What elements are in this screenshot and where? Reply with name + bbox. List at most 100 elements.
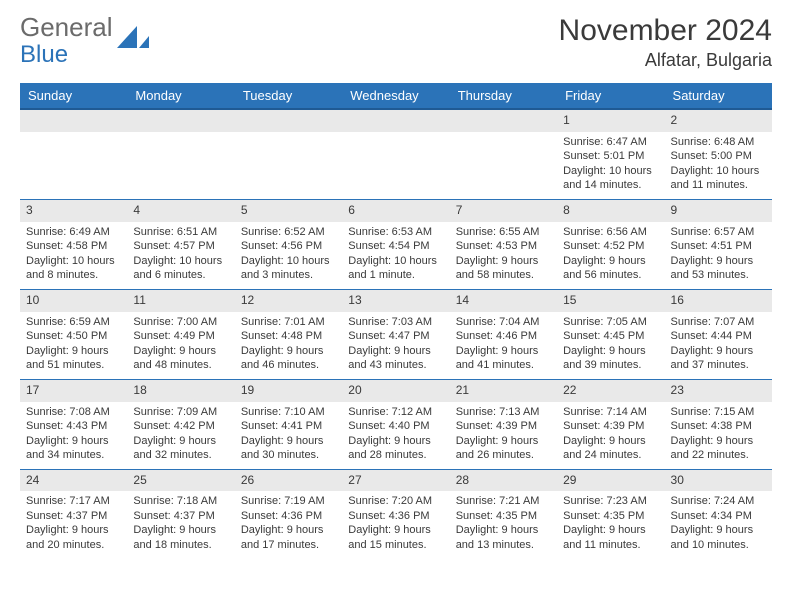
sunrise-line: Sunrise: 6:55 AM bbox=[456, 225, 551, 240]
calendar-cell: 6Sunrise: 6:53 AMSunset: 4:54 PMDaylight… bbox=[342, 200, 449, 289]
calendar-cell: 9 Sunrise: 6:57 AMSunset: 4:51 PMDaylight… bbox=[665, 200, 772, 289]
calendar-cell: 15Sunrise: 7:05 AMSunset: 4:45 PMDayligh… bbox=[557, 290, 664, 379]
day-number: 20 bbox=[342, 380, 449, 402]
day-number bbox=[127, 110, 234, 132]
sunset-line: Sunset: 4:43 PM bbox=[26, 419, 121, 434]
day-of-week-header: Monday bbox=[127, 83, 234, 109]
sunrise-line: Sunrise: 7:08 AM bbox=[26, 405, 121, 420]
day-of-week-header: Tuesday bbox=[235, 83, 342, 109]
daylight-line: Daylight: 10 hours and 8 minutes. bbox=[26, 254, 121, 283]
sunset-line: Sunset: 5:01 PM bbox=[563, 149, 658, 164]
daylight-line: Daylight: 9 hours and 20 minutes. bbox=[26, 523, 121, 552]
day-details: Sunrise: 7:18 AMSunset: 4:37 PMDaylight:… bbox=[133, 494, 228, 552]
calendar-week: 10Sunrise: 6:59 AMSunset: 4:50 PMDayligh… bbox=[20, 290, 772, 379]
calendar-week: 24Sunrise: 7:17 AMSunset: 4:37 PMDayligh… bbox=[20, 470, 772, 559]
sunrise-line: Sunrise: 7:20 AM bbox=[348, 494, 443, 509]
calendar-cell: 2Sunrise: 6:48 AMSunset: 5:00 PMDaylight… bbox=[665, 109, 772, 199]
brand-text: General Blue bbox=[20, 14, 113, 69]
daylight-line: Daylight: 10 hours and 6 minutes. bbox=[133, 254, 228, 283]
sunset-line: Sunset: 4:40 PM bbox=[348, 419, 443, 434]
sunrise-line: Sunrise: 6:51 AM bbox=[133, 225, 228, 240]
calendar-cell: 17Sunrise: 7:08 AMSunset: 4:43 PMDayligh… bbox=[20, 380, 127, 469]
daylight-line: Daylight: 9 hours and 28 minutes. bbox=[348, 434, 443, 463]
sunset-line: Sunset: 4:38 PM bbox=[671, 419, 766, 434]
day-details: Sunrise: 7:19 AMSunset: 4:36 PMDaylight:… bbox=[241, 494, 336, 552]
day-of-week-header: Saturday bbox=[665, 83, 772, 109]
day-details: Sunrise: 6:59 AMSunset: 4:50 PMDaylight:… bbox=[26, 315, 121, 373]
day-number bbox=[342, 110, 449, 132]
sunset-line: Sunset: 4:39 PM bbox=[563, 419, 658, 434]
day-number: 15 bbox=[557, 290, 664, 312]
sunset-line: Sunset: 4:53 PM bbox=[456, 239, 551, 254]
calendar-cell: 3Sunrise: 6:49 AMSunset: 4:58 PMDaylight… bbox=[20, 200, 127, 289]
day-number bbox=[20, 110, 127, 132]
day-number: 3 bbox=[20, 200, 127, 222]
daylight-line: Daylight: 9 hours and 32 minutes. bbox=[133, 434, 228, 463]
header-row: General Blue November 2024 Alfatar, Bulg… bbox=[20, 14, 772, 71]
day-details: Sunrise: 7:15 AMSunset: 4:38 PMDaylight:… bbox=[671, 405, 766, 463]
calendar-header: SundayMondayTuesdayWednesdayThursdayFrid… bbox=[20, 83, 772, 109]
day-number: 27 bbox=[342, 470, 449, 492]
sunset-line: Sunset: 4:47 PM bbox=[348, 329, 443, 344]
daylight-line: Daylight: 9 hours and 15 minutes. bbox=[348, 523, 443, 552]
day-details: Sunrise: 6:57 AMSunset: 4:51 PMDaylight:… bbox=[671, 225, 766, 283]
calendar-cell: 20Sunrise: 7:12 AMSunset: 4:40 PMDayligh… bbox=[342, 380, 449, 469]
sunrise-line: Sunrise: 7:10 AM bbox=[241, 405, 336, 420]
calendar-table: SundayMondayTuesdayWednesdayThursdayFrid… bbox=[20, 83, 772, 558]
day-details: Sunrise: 7:09 AMSunset: 4:42 PMDaylight:… bbox=[133, 405, 228, 463]
day-number: 26 bbox=[235, 470, 342, 492]
daylight-line: Daylight: 9 hours and 41 minutes. bbox=[456, 344, 551, 373]
sunset-line: Sunset: 4:41 PM bbox=[241, 419, 336, 434]
sunset-line: Sunset: 4:48 PM bbox=[241, 329, 336, 344]
day-details: Sunrise: 7:04 AMSunset: 4:46 PMDaylight:… bbox=[456, 315, 551, 373]
sunrise-line: Sunrise: 6:52 AM bbox=[241, 225, 336, 240]
calendar-cell: 24Sunrise: 7:17 AMSunset: 4:37 PMDayligh… bbox=[20, 470, 127, 559]
sunset-line: Sunset: 4:52 PM bbox=[563, 239, 658, 254]
sunset-line: Sunset: 4:35 PM bbox=[563, 509, 658, 524]
sunset-line: Sunset: 4:57 PM bbox=[133, 239, 228, 254]
day-number: 1 bbox=[557, 110, 664, 132]
calendar-cell bbox=[127, 109, 234, 199]
day-details: Sunrise: 6:47 AMSunset: 5:01 PMDaylight:… bbox=[563, 135, 658, 193]
day-number: 23 bbox=[665, 380, 772, 402]
calendar-cell: 25Sunrise: 7:18 AMSunset: 4:37 PMDayligh… bbox=[127, 470, 234, 559]
sunset-line: Sunset: 4:37 PM bbox=[133, 509, 228, 524]
sunrise-line: Sunrise: 7:14 AM bbox=[563, 405, 658, 420]
day-details: Sunrise: 7:17 AMSunset: 4:37 PMDaylight:… bbox=[26, 494, 121, 552]
day-details: Sunrise: 7:14 AMSunset: 4:39 PMDaylight:… bbox=[563, 405, 658, 463]
sunrise-line: Sunrise: 7:23 AM bbox=[563, 494, 658, 509]
daylight-line: Daylight: 9 hours and 43 minutes. bbox=[348, 344, 443, 373]
calendar-cell: 21Sunrise: 7:13 AMSunset: 4:39 PMDayligh… bbox=[450, 380, 557, 469]
calendar-cell: 8Sunrise: 6:56 AMSunset: 4:52 PMDaylight… bbox=[557, 200, 664, 289]
sunrise-line: Sunrise: 7:19 AM bbox=[241, 494, 336, 509]
calendar-cell: 19Sunrise: 7:10 AMSunset: 4:41 PMDayligh… bbox=[235, 380, 342, 469]
daylight-line: Daylight: 9 hours and 34 minutes. bbox=[26, 434, 121, 463]
day-number: 28 bbox=[450, 470, 557, 492]
calendar-cell: 16Sunrise: 7:07 AMSunset: 4:44 PMDayligh… bbox=[665, 290, 772, 379]
sunrise-line: Sunrise: 6:48 AM bbox=[671, 135, 766, 150]
sunrise-line: Sunrise: 7:09 AM bbox=[133, 405, 228, 420]
sunrise-line: Sunrise: 7:15 AM bbox=[671, 405, 766, 420]
day-number bbox=[235, 110, 342, 132]
sunset-line: Sunset: 4:46 PM bbox=[456, 329, 551, 344]
calendar-cell: 7Sunrise: 6:55 AMSunset: 4:53 PMDaylight… bbox=[450, 200, 557, 289]
day-number bbox=[450, 110, 557, 132]
day-details: Sunrise: 7:24 AMSunset: 4:34 PMDaylight:… bbox=[671, 494, 766, 552]
day-number: 21 bbox=[450, 380, 557, 402]
day-number: 24 bbox=[20, 470, 127, 492]
calendar-cell: 10Sunrise: 6:59 AMSunset: 4:50 PMDayligh… bbox=[20, 290, 127, 379]
day-of-week-header: Sunday bbox=[20, 83, 127, 109]
sunrise-line: Sunrise: 7:21 AM bbox=[456, 494, 551, 509]
day-number: 9 bbox=[665, 200, 772, 222]
day-details: Sunrise: 6:52 AMSunset: 4:56 PMDaylight:… bbox=[241, 225, 336, 283]
location-label: Alfatar, Bulgaria bbox=[559, 50, 772, 71]
calendar-cell: 27Sunrise: 7:20 AMSunset: 4:36 PMDayligh… bbox=[342, 470, 449, 559]
sunset-line: Sunset: 4:42 PM bbox=[133, 419, 228, 434]
calendar-cell: 5Sunrise: 6:52 AMSunset: 4:56 PMDaylight… bbox=[235, 200, 342, 289]
daylight-line: Daylight: 9 hours and 10 minutes. bbox=[671, 523, 766, 552]
day-number: 6 bbox=[342, 200, 449, 222]
daylight-line: Daylight: 9 hours and 51 minutes. bbox=[26, 344, 121, 373]
day-number: 8 bbox=[557, 200, 664, 222]
day-details: Sunrise: 6:51 AMSunset: 4:57 PMDaylight:… bbox=[133, 225, 228, 283]
day-number: 14 bbox=[450, 290, 557, 312]
